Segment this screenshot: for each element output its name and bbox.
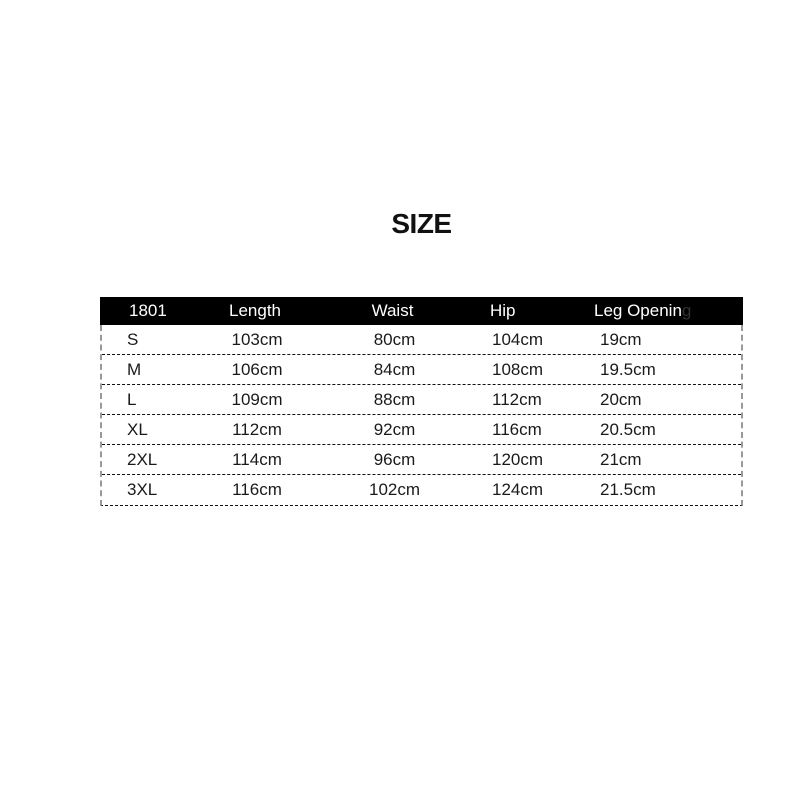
hip-cell: 120cm xyxy=(492,450,544,469)
waist-cell: 102cm xyxy=(368,480,421,499)
hip-cell: 116cm xyxy=(492,420,542,439)
leg-opening-cell: 21.5cm xyxy=(600,480,656,499)
size-cell: XL xyxy=(127,420,148,439)
table-row: 3XL 116cm 102cm 124cm 21.5cm xyxy=(102,475,741,505)
table-row: XL 112cm 92cm 116cm 20.5cm xyxy=(102,415,741,445)
header-cell-hip: Hip xyxy=(490,301,516,320)
leg-opening-cell: 20.5cm xyxy=(600,420,656,439)
waist-cell: 88cm xyxy=(373,390,416,409)
leg-opening-cell: 20cm xyxy=(600,390,642,409)
waist-cell: 80cm xyxy=(373,330,416,349)
leg-opening-cell: 19cm xyxy=(600,330,642,349)
table-row: 2XL 114cm 96cm 120cm 21cm xyxy=(102,445,741,475)
length-cell: 106cm xyxy=(231,360,283,379)
size-cell: S xyxy=(127,330,139,349)
hip-cell: 124cm xyxy=(492,480,544,499)
header-cell-leg-opening: Leg Opening xyxy=(585,297,743,325)
table-body: S 103cm 80cm 104cm 19cm M 106cm 84cm 108… xyxy=(100,325,743,506)
hip-cell: 108cm xyxy=(492,360,544,379)
table-row: L 109cm 88cm 112cm 20cm xyxy=(102,385,741,415)
leg-opening-cell: 19.5cm xyxy=(600,360,656,379)
waist-cell: 92cm xyxy=(373,420,416,439)
header-cell-length: Length xyxy=(229,301,281,320)
hip-cell: 112cm xyxy=(492,390,542,409)
page-title: SIZE xyxy=(391,208,452,239)
header-cell-model: 1801 xyxy=(129,301,167,320)
table-row: M 106cm 84cm 108cm 19.5cm xyxy=(102,355,741,385)
length-cell: 114cm xyxy=(232,450,282,469)
header-cell-waist: Waist xyxy=(371,301,414,320)
length-cell: 109cm xyxy=(231,390,283,409)
size-cell: 2XL xyxy=(127,450,158,469)
table-header-row: 1801 Length Waist Hip Leg Opening xyxy=(100,297,743,325)
waist-cell: 84cm xyxy=(373,360,416,379)
size-cell: 3XL xyxy=(127,480,158,499)
size-cell: L xyxy=(127,390,137,409)
length-cell: 116cm xyxy=(232,480,282,499)
hip-cell: 104cm xyxy=(492,330,544,349)
table-row: S 103cm 80cm 104cm 19cm xyxy=(102,325,741,355)
length-cell: 112cm xyxy=(232,420,282,439)
waist-cell: 96cm xyxy=(373,450,416,469)
length-cell: 103cm xyxy=(231,330,283,349)
header-leg-opening-text: Leg Openin xyxy=(594,301,682,320)
size-cell: M xyxy=(127,360,142,379)
header-leg-opening-faint-suffix: g xyxy=(681,301,692,320)
leg-opening-cell: 21cm xyxy=(600,450,642,469)
size-chart-table: 1801 Length Waist Hip Leg Opening S 103c… xyxy=(100,297,743,506)
